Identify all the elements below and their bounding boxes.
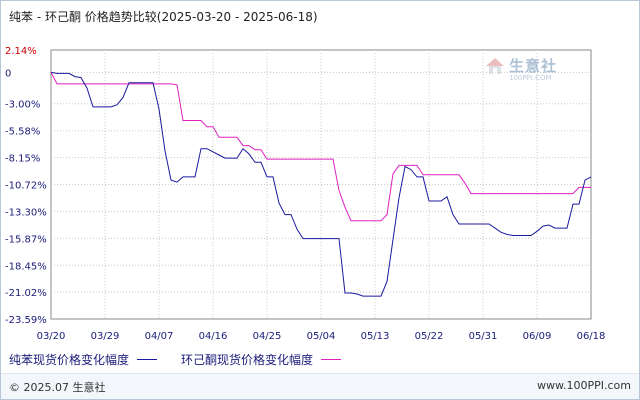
watermark-subtext: 100PPI.COM	[509, 74, 552, 82]
y-tick-label: -15.87%	[5, 234, 47, 245]
legend-label-series-2: 环己酮现货价格变化幅度	[181, 353, 314, 367]
chart-legend: 纯苯现货价格变化幅度 环己酮现货价格变化幅度	[9, 351, 365, 368]
y-tick-label: -13.30%	[5, 207, 47, 218]
y-tick-label: 2.14%	[5, 46, 37, 57]
series-line-2	[50, 72, 591, 222]
footer-bar: © 2025.07 生意社 www.100PPI.com	[1, 373, 639, 399]
y-tick-label: -18.45%	[5, 261, 47, 272]
y-tick-label: -5.58%	[5, 127, 40, 138]
series-line-1	[50, 71, 592, 297]
legend-swatch-series-1	[137, 359, 158, 360]
x-tick-label: 03/20	[37, 331, 66, 342]
y-tick-label: 0	[5, 68, 11, 79]
legend-label-series-1: 纯苯现货价格变化幅度	[9, 353, 130, 367]
x-tick-label: 04/07	[145, 331, 174, 342]
y-tick-label: -8.15%	[5, 154, 40, 165]
chart-title: 纯苯 - 环己酮 价格趋势比较(2025-03-20 - 2025-06-18)	[9, 10, 318, 24]
x-tick-label: 05/31	[469, 331, 498, 342]
watermark-text: 生意社	[509, 57, 558, 75]
x-tick-label: 03/29	[91, 331, 120, 342]
x-tick-label: 04/25	[253, 331, 282, 342]
x-tick-label: 05/04	[307, 331, 336, 342]
y-tick-label: -23.59%	[5, 315, 47, 326]
watermark-logo: 生意社 100PPI.COM	[485, 55, 558, 82]
x-tick-label: 04/16	[199, 331, 228, 342]
legend-swatch-series-2	[321, 359, 342, 360]
chart-plot: 03/20 03/29 04/07 04/16 04/25 05/04 05/13 05/22…	[5, 46, 606, 342]
copyright-text: © 2025.07 生意社	[9, 381, 106, 394]
x-tick-label: 05/22	[415, 331, 444, 342]
y-tick-label: -21.02%	[5, 288, 47, 299]
y-tick-label: -10.72%	[5, 180, 47, 191]
y-tick-label: -3.00%	[5, 100, 40, 111]
x-tick-label: 05/13	[361, 331, 390, 342]
watermark-house-icon	[486, 57, 504, 74]
x-tick-label: 06/18	[577, 331, 606, 342]
x-tick-label: 06/09	[523, 331, 552, 342]
site-url-link[interactable]: www.100PPI.com	[537, 379, 631, 392]
